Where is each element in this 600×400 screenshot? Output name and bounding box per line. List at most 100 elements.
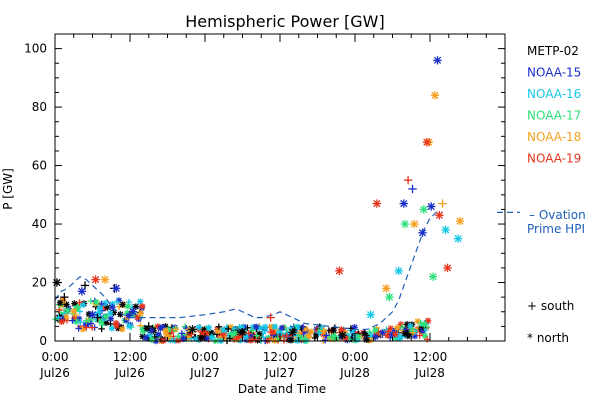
cloud-point [338,326,345,333]
y-tick-label: 0 [39,334,47,348]
data-point-noaa-15 [128,307,138,316]
data-point-noaa-15 [433,56,442,65]
y-tick-label: 40 [32,217,47,231]
cloud-point [384,332,391,339]
data-point-metp-02 [60,292,69,302]
cloud-point [323,332,330,339]
cloud-point [271,323,279,330]
data-point-noaa-18 [430,91,440,100]
cloud-point [252,323,260,330]
cloud-point [416,332,423,339]
cloud-point [205,324,212,331]
cloud-point [249,327,256,334]
y-tick-label: 60 [32,159,47,173]
x-tick-date-label: Jul27 [264,366,295,380]
cloud-point [76,299,83,306]
cloud-point [287,337,295,344]
legend-north-marker: * north [527,331,569,345]
cloud-point [148,336,156,343]
data-point-noaa-15 [399,199,408,208]
cloud-point [56,299,64,306]
cloud-point [99,321,106,329]
cloud-point [119,301,126,308]
cloud-point [401,330,409,337]
y-axis-label: P [GW] [1,168,15,210]
cloud-point [271,337,278,344]
y-tick-label: 20 [32,276,47,290]
cloud-point [299,323,307,331]
cloud-point [219,327,227,334]
data-point-noaa-19 [91,275,100,284]
cloud-point [355,333,362,341]
cloud-point [95,309,103,316]
y-tick-label: 80 [32,100,47,114]
x-tick-date-label: Jul28 [339,366,370,380]
cloud-point [58,318,65,325]
cloud-point [278,329,285,337]
legend-entry-noaa-19: NOAA-19 [527,152,581,166]
x-tick-date-label: Jul26 [114,366,145,380]
y-tick-label: 100 [24,42,47,56]
cloud-point [195,324,203,331]
ovation-prime-hpi-line [54,211,443,330]
cloud-point [155,331,162,338]
cloud-point [215,323,223,330]
data-point-noaa-18 [382,284,391,293]
cloud-point [424,317,432,324]
cloud-point [98,325,105,333]
data-point-noaa-18 [438,199,447,208]
cloud-point [178,330,186,337]
x-axis-label: Date and Time [238,382,326,396]
cloud-point [75,325,82,332]
cloud-point [175,333,182,340]
cloud-point [366,328,373,336]
chart-title: Hemispheric Power [GW] [185,12,384,31]
data-point-noaa-17 [419,205,428,214]
x-tick-time-label: 0:00 [342,350,369,364]
cloud-point [71,300,78,307]
background-data-cloud [52,297,432,345]
cloud-point [139,328,147,336]
legend-entry-metp-02: METP-02 [527,44,579,58]
data-point-noaa-15 [77,287,87,296]
data-point-noaa-15 [88,310,97,319]
cloud-point [398,323,406,331]
data-point-metp-02 [288,328,297,337]
x-tick-time-label: 12:00 [413,350,448,364]
x-tick-time-label: 12:00 [113,350,148,364]
data-point-noaa-19 [435,211,444,220]
cloud-point [102,313,110,320]
data-point-noaa-15 [427,202,436,211]
cloud-point [125,298,133,306]
cloud-point [142,334,150,342]
ovation-trace [54,211,443,330]
cloud-point [87,320,95,327]
cloud-point [247,337,255,344]
cloud-point [124,303,132,310]
cloud-point [261,327,269,334]
x-tick-date-label: Jul28 [414,366,445,380]
cloud-point [321,336,329,344]
data-point-noaa-19 [443,263,452,273]
cloud-point [83,324,90,331]
legend-south-marker: + south [527,299,574,313]
data-point-noaa-19 [422,137,432,147]
legend: METP-02 NOAA-15 NOAA-16 NOAA-17 NOAA-18 NOAA-… [497,44,586,345]
data-point-noaa-16 [453,234,463,243]
data-point-noaa-15 [418,228,427,238]
cloud-point [93,298,100,306]
cloud-point [421,321,428,328]
cloud-point [88,324,96,331]
legend-entry-noaa-17: NOAA-17 [527,109,581,123]
data-point-noaa-16 [441,225,450,235]
x-tick-date-label: Jul26 [39,366,70,380]
cloud-point [163,331,170,338]
cloud-point [79,325,87,333]
data-point-noaa-15 [112,284,121,293]
cloud-point [107,310,114,317]
cloud-point [320,327,328,334]
data-point-noaa-19 [403,175,413,185]
cloud-point [69,317,76,324]
cloud-point [224,325,232,333]
cloud-point [126,322,133,330]
